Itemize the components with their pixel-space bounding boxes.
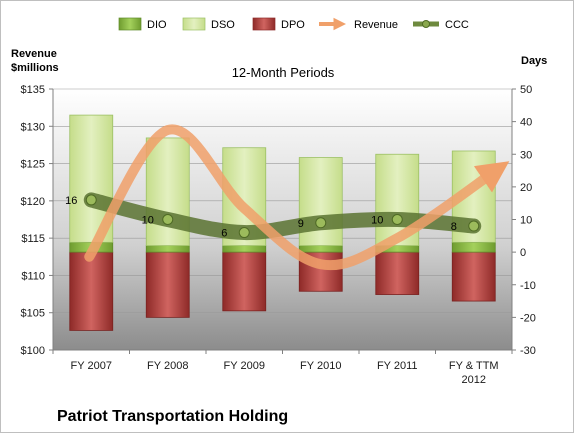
ccc-label-5: 8 <box>451 221 457 233</box>
legend-item-revenue: Revenue <box>319 17 398 31</box>
axes: $100 $105 $110 $115 $120 $125 $130 $135 -30 -20 -1… <box>21 84 536 357</box>
x-tick-label-3-0: FY 2010 <box>300 360 341 372</box>
left-axis-label-line2: $millions <box>11 62 59 74</box>
left-tick-label-0: $100 <box>21 345 45 357</box>
bar-dio-1 <box>145 245 190 253</box>
left-tick-label-7: $135 <box>21 84 45 96</box>
ccc-marker-1 <box>162 214 174 225</box>
legend-label-dio: DIO <box>147 19 167 31</box>
right-tick-label-1: -20 <box>520 312 536 324</box>
bar-dio-3 <box>298 245 343 253</box>
bar-dpo-4 <box>375 251 420 295</box>
ccc-label-0: 16 <box>65 195 77 207</box>
left-tick-label-3: $115 <box>21 233 45 245</box>
bar-dso-3 <box>298 157 343 246</box>
x-tick-label-1-0: FY 2008 <box>147 360 188 372</box>
x-tick-label-5-0: FY & TTM <box>449 360 499 372</box>
x-tick-label-0-0: FY 2007 <box>71 360 112 372</box>
x-tick-label-2-0: FY 2009 <box>224 360 265 372</box>
ccc-label-4: 10 <box>371 215 383 227</box>
right-tick-label-0: -30 <box>520 345 536 357</box>
x-axis-labels: FY 2007 FY 2008 FY 2009 FY 2010 FY 2011 FY & … <box>71 360 499 386</box>
right-tick-label-7: 40 <box>520 117 532 129</box>
bar-dpo-5 <box>451 251 496 302</box>
left-tick-label-5: $125 <box>21 159 45 171</box>
chart-title: 12-Month Periods <box>232 65 335 80</box>
legend-label-dso: DSO <box>211 19 235 31</box>
ccc-label-3: 9 <box>298 218 304 230</box>
left-axis-label-line1: Revenue <box>11 48 57 60</box>
bar-dpo-2 <box>222 251 267 312</box>
bar-dpo-0 <box>69 251 114 331</box>
right-tick-label-3: 0 <box>520 247 526 259</box>
x-tick-label-5-1: 2012 <box>462 374 486 386</box>
legend-label-revenue: Revenue <box>354 19 398 31</box>
revenue-line <box>84 124 510 271</box>
ccc-marker-3 <box>315 217 327 229</box>
legend-item-dio: DIO <box>118 17 167 31</box>
bar-dpo-1 <box>145 251 190 318</box>
company-name: Patriot Transportation Holding <box>57 408 288 425</box>
bars <box>69 114 496 331</box>
right-tick-label-5: 20 <box>520 182 532 194</box>
ccc-labels: 16 10 6 9 10 8 <box>65 195 457 240</box>
right-tick-label-8: 50 <box>520 84 532 96</box>
left-tick-label-2: $110 <box>21 270 45 282</box>
ccc-marker-0 <box>85 194 97 206</box>
ccc-marker-5 <box>468 220 480 232</box>
legend-label-dpo: DPO <box>281 19 305 31</box>
right-tick-label-4: 10 <box>520 215 532 227</box>
left-tick-label-6: $130 <box>21 121 45 133</box>
left-tick-label-1: $105 <box>21 308 45 320</box>
ccc-line <box>83 192 482 241</box>
ccc-label-2: 6 <box>221 228 227 240</box>
ccc-marker-2 <box>238 227 250 239</box>
lines <box>83 124 510 271</box>
right-tick-label-6: 30 <box>520 149 532 161</box>
legend-item-ccc: CCC <box>413 19 469 31</box>
bar-dio-5 <box>451 241 496 253</box>
legend-label-ccc: CCC <box>445 19 469 31</box>
right-tick-label-2: -10 <box>520 280 536 292</box>
legend-item-dpo: DPO <box>252 17 305 31</box>
legend-item-dso: DSO <box>182 17 235 31</box>
x-tick-label-4-0: FY 2011 <box>377 360 418 372</box>
ccc-label-1: 10 <box>142 215 154 227</box>
left-tick-label-4: $120 <box>21 196 45 208</box>
bar-dio-2 <box>222 245 267 253</box>
ccc-marker-4 <box>391 214 403 225</box>
legend: DIO DSO DPO Revenue CCC <box>118 17 469 31</box>
right-axis-label: Days <box>521 55 547 67</box>
